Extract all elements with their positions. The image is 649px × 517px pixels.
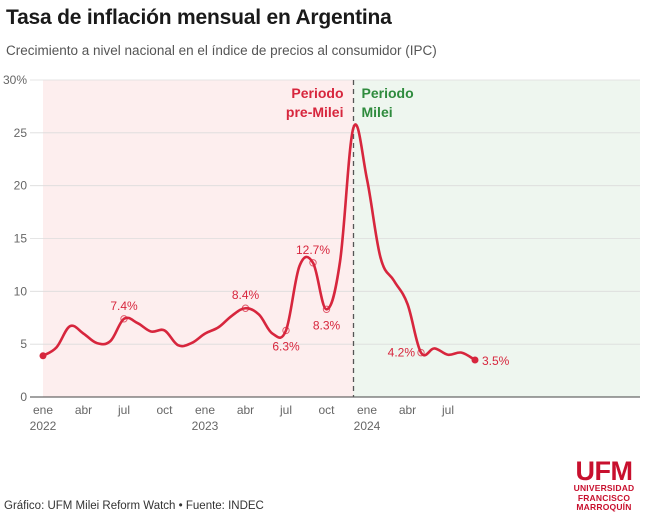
data-label: 8.3% [313, 318, 341, 332]
annotated-point [322, 305, 331, 313]
inflation-series-line [41, 123, 477, 362]
y-tick-label: 10 [14, 284, 28, 298]
x-tick-year-label: 2024 [354, 419, 381, 433]
axes: 0 5 10 15 20 25 30% ene 2022 abr jul oct ene 2023 abr j… [3, 73, 454, 433]
x-tick-label: ene [33, 403, 53, 417]
annotated-point [120, 315, 128, 323]
logo-line-2: FRANCISCO [577, 492, 631, 503]
pre-milei-period-label-line-2: pre-Milei [286, 104, 344, 120]
y-tick-label: 0 [20, 390, 27, 404]
start-point [39, 352, 47, 360]
chart-title: Tasa de inflación mensual en Argentina [6, 6, 392, 29]
x-tick-label: jul [117, 403, 130, 417]
data-label: 3.5% [482, 354, 510, 368]
y-tick-label: 15 [14, 232, 28, 246]
series-layer [39, 123, 479, 364]
milei-period-label-line-1: Periodo [362, 85, 414, 101]
annotated-point [309, 259, 317, 267]
data-label: 8.4% [232, 288, 260, 302]
annotated-point [241, 304, 250, 312]
x-tick-label: ene [357, 403, 377, 417]
ufm-logo: UFM UNIVERSIDAD FRANCISCO MARROQUÍN [563, 458, 645, 513]
y-tick-label: 30% [3, 73, 27, 87]
x-tick-year-label: 2023 [192, 419, 219, 433]
x-tick-label: jul [441, 403, 454, 417]
x-tick-year-label: 2022 [30, 419, 57, 433]
x-tick-label: abr [237, 403, 254, 417]
data-label: 7.4% [110, 299, 138, 313]
data-label: 4.2% [388, 346, 416, 360]
data-label: 12.7% [296, 243, 330, 257]
data-label: 6.3% [272, 339, 300, 353]
logo-line-1: UNIVERSIDAD [573, 483, 635, 493]
pre-milei-period-label: Periodo pre-Milei [286, 85, 344, 120]
y-tick-label: 25 [14, 126, 28, 140]
milei-period-label: Periodo Milei [362, 85, 414, 120]
y-tick-label: 20 [14, 179, 28, 193]
milei-period-label-line-2: Milei [362, 104, 393, 120]
x-tick-label: ene [195, 403, 215, 417]
x-tick-label: jul [279, 403, 292, 417]
source-footer: Gráfico: UFM Milei Reform Watch • Fuente… [4, 500, 264, 512]
end-point [471, 356, 479, 364]
x-tick-label: abr [75, 403, 92, 417]
x-tick-label: abr [399, 403, 416, 417]
y-tick-label: 5 [20, 337, 27, 351]
logo-line-3: MARROQUÍN [576, 502, 632, 512]
x-tick-label: oct [318, 403, 335, 417]
annotated-point [417, 348, 425, 357]
logo-mark: UFM [575, 456, 633, 486]
labels-layer: Periodo pre-Milei Periodo Milei 7.4% 8.4% 6.3%… [110, 85, 509, 368]
gridlines [30, 79, 640, 398]
chart-subtitle: Crecimiento a nivel nacional en el índic… [6, 43, 437, 58]
pre-milei-period-label-line-1: Periodo [291, 85, 343, 101]
x-tick-label: oct [156, 403, 173, 417]
annotated-point [282, 326, 290, 335]
